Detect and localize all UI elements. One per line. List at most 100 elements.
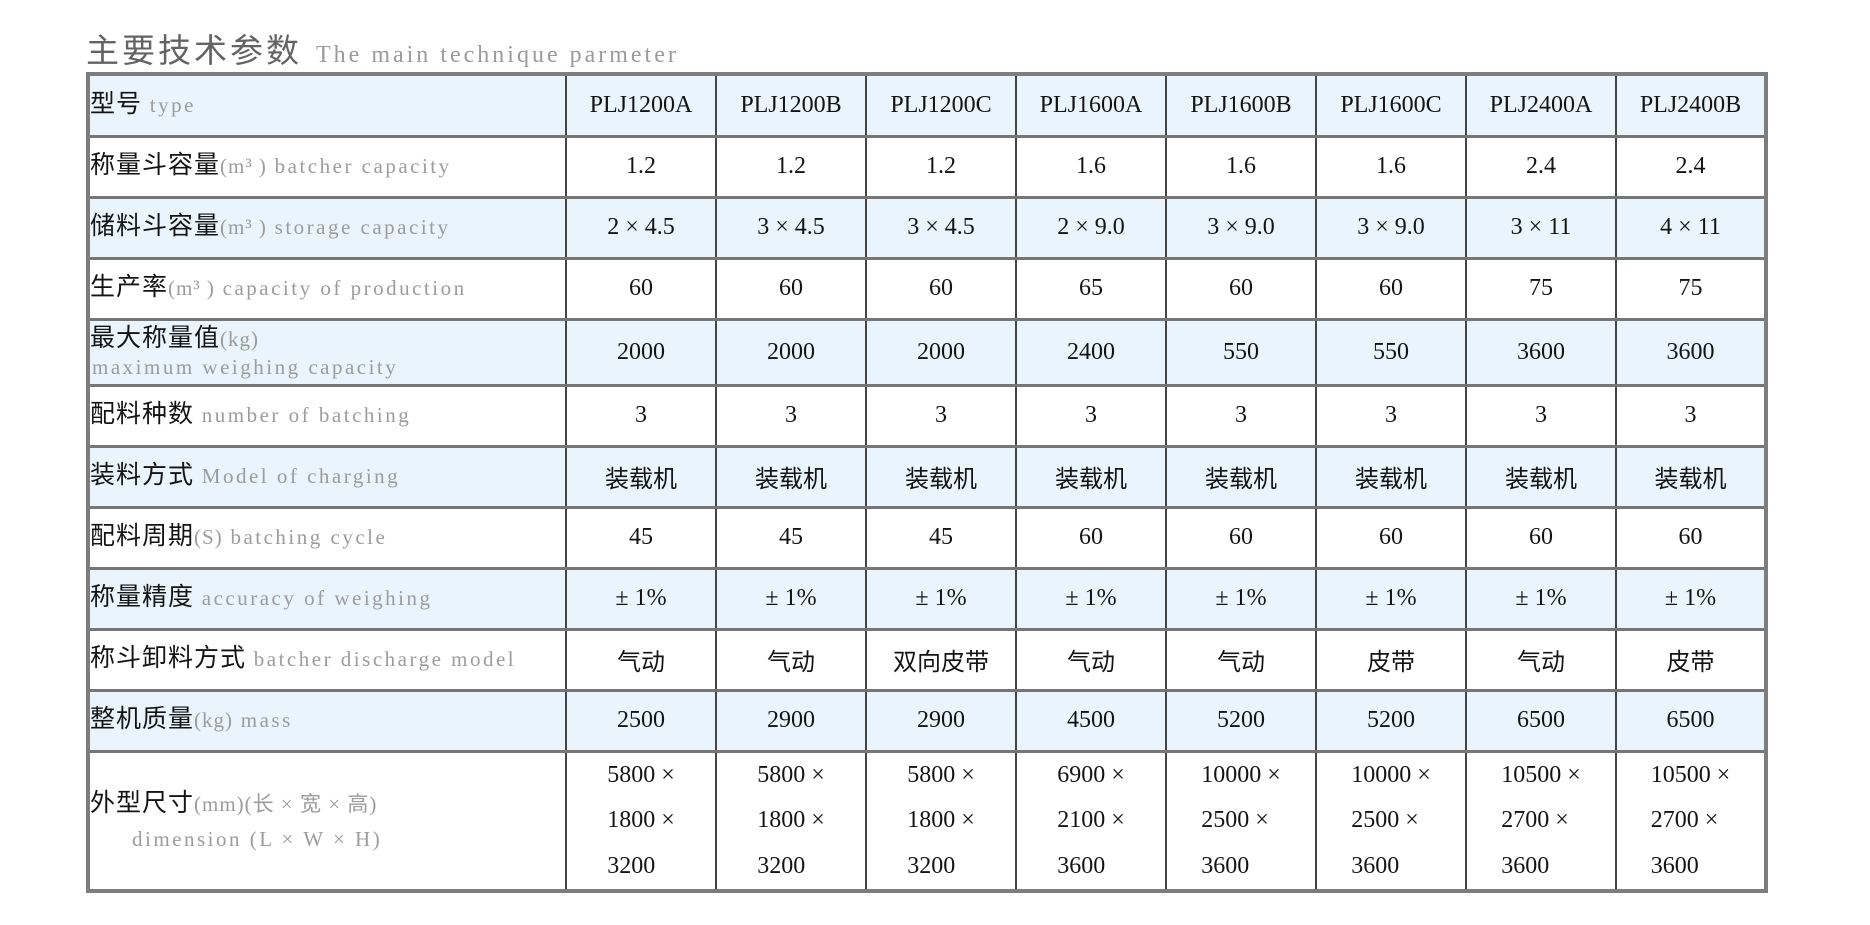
value-cell: 装载机 [1015,444,1166,507]
value-cell: 装载机 [1615,444,1766,507]
value-cell: 60 [715,256,866,319]
value-cell: 3 × 11 [1465,195,1616,258]
row-label-zh: 生产率 [90,274,169,302]
value-cell: 5200 [1315,688,1466,751]
table-row: 称斗卸料方式 batcher discharge model 气动 气动 双向皮带 气动… [88,627,1766,690]
value-cell: 75 [1615,256,1766,319]
value-cell: 2000 [715,317,866,385]
page-title-zh: 主要技术参数 [86,32,302,69]
row-label-zh: 最大称量值 [90,324,221,352]
value-cell: 45 [565,505,716,568]
dimension-value: 10000 × 2500 × 3600 [1351,753,1431,890]
dimension-line: 3200 [907,852,956,879]
header-row: 型号 type PLJ1200A PLJ1200B PLJ1200C PLJ1600A P… [88,74,1766,136]
value-cell: ± 1% [1465,566,1616,629]
value-cell: ± 1% [865,566,1016,629]
dimension-value: 5800 × 1800 × 3200 [907,753,975,890]
row-label-en: batcher capacity [266,154,452,179]
dimension-value: 6900 × 2100 × 3600 [1057,753,1125,890]
value-cell: ± 1% [565,566,716,629]
model-header-cell: PLJ1600B [1165,74,1316,136]
value-cell: 2.4 [1615,134,1766,197]
row-label-cell: 称量斗容量(m³ ) batcher capacity [88,134,566,197]
value-cell: 45 [865,505,1016,568]
value-cell: ± 1% [715,566,866,629]
dimension-line: 3200 [757,852,806,879]
value-cell: 1.6 [1165,134,1316,197]
value-cell: 3 [1465,383,1616,446]
header-label-en: type [142,92,196,117]
model-header-cell: PLJ1200A [565,74,716,136]
dimension-line: 2700 × [1650,807,1719,834]
row-label-unit: (kg) [220,326,260,351]
table-row: 称量斗容量(m³ ) batcher capacity 1.2 1.2 1.2 1.6 1… [88,134,1766,197]
value-cell: 3600 [1615,317,1766,385]
row-label-en: batcher discharge model [246,647,517,672]
header-label-zh: 型号 [90,90,143,118]
value-cell: 4 × 11 [1615,195,1766,258]
value-cell: 3 [1165,383,1316,446]
dimension-value: 5800 × 1800 × 3200 [757,753,825,890]
value-cell: 1.2 [565,134,716,197]
value-cell: 75 [1465,256,1616,319]
table-row: 外型尺寸(mm)(长 × 宽 × 高) dimension (L × W × H)… [88,749,1766,892]
dimension-line: 1800 × [907,807,975,834]
value-cell: 60 [565,256,716,319]
dimension-line: 1800 × [757,807,825,834]
value-cell: 2000 [565,317,716,385]
row-label-zh: 装料方式 [90,462,195,490]
value-cell: 60 [1015,505,1166,568]
row-label-unit: (m³ ) [220,215,267,240]
dimension-line: 3600 [1501,852,1550,879]
row-label-unit: (m³ ) [168,276,215,301]
table-row: 称量精度 accuracy of weighing ± 1% ± 1% ± 1% ± 1… [88,566,1766,629]
row-label-cell: 配料周期(S) batching cycle [88,505,566,568]
row-label-cell: 装料方式 Model of charging [88,444,566,507]
row-label-zh: 整机质量 [90,706,195,734]
value-cell: 2900 [865,688,1016,751]
table-row: 配料周期(S) batching cycle 45 45 45 60 60 60 60 60 [88,505,1766,568]
value-cell: 3 [865,383,1016,446]
value-cell: 3 × 9.0 [1315,195,1466,258]
row-label-unit: (m³ ) [220,154,267,179]
value-cell: 气动 [565,627,716,690]
value-cell: 2 × 4.5 [565,195,716,258]
value-cell: 10500 × 2700 × 3600 [1615,749,1766,892]
model-header-cell: PLJ2400B [1615,74,1766,136]
value-cell: 3 × 9.0 [1165,195,1316,258]
dimension-value: 5800 × 1800 × 3200 [607,753,675,890]
dimension-line: 3200 [607,852,656,879]
value-cell: 45 [715,505,866,568]
dimension-line: 2700 × [1501,807,1569,834]
dimension-line: 10000 × [1201,761,1281,788]
table-row: 生产率(m³ ) capacity of production 60 60 60 65 6… [88,256,1766,319]
value-cell: 60 [1465,505,1616,568]
value-cell: 双向皮带 [865,627,1016,690]
row-label-cell: 配料种数 number of batching [88,383,566,446]
value-cell: 6500 [1615,688,1766,751]
row-label-zh: 称量精度 [90,584,195,612]
dimension-line: 3600 [1201,852,1250,879]
row-label-cell: 称量精度 accuracy of weighing [88,566,566,629]
row-label-zh: 外型尺寸 [90,790,195,818]
row-label-en: storage capacity [266,215,451,240]
value-cell: 10500 × 2700 × 3600 [1465,749,1616,892]
value-cell: 装载机 [715,444,866,507]
row-label-zh: 配料种数 [90,401,195,429]
row-label-en: capacity of production [214,276,467,301]
value-cell: 60 [1315,256,1466,319]
value-cell: 6500 [1465,688,1616,751]
row-label-en: maximum weighing capacity [92,355,399,380]
dimension-line: 3600 [1057,852,1106,879]
value-cell: 5200 [1165,688,1316,751]
dimension-line: 2500 × [1201,807,1269,834]
table-row: 配料种数 number of batching 3 3 3 3 3 3 3 3 [88,383,1766,446]
value-cell: 3 [565,383,716,446]
value-cell: ± 1% [1165,566,1316,629]
value-cell: 550 [1315,317,1466,385]
value-cell: 1.6 [1315,134,1466,197]
value-cell: 气动 [1165,627,1316,690]
row-label-en: accuracy of weighing [194,586,433,611]
value-cell: 1.2 [715,134,866,197]
